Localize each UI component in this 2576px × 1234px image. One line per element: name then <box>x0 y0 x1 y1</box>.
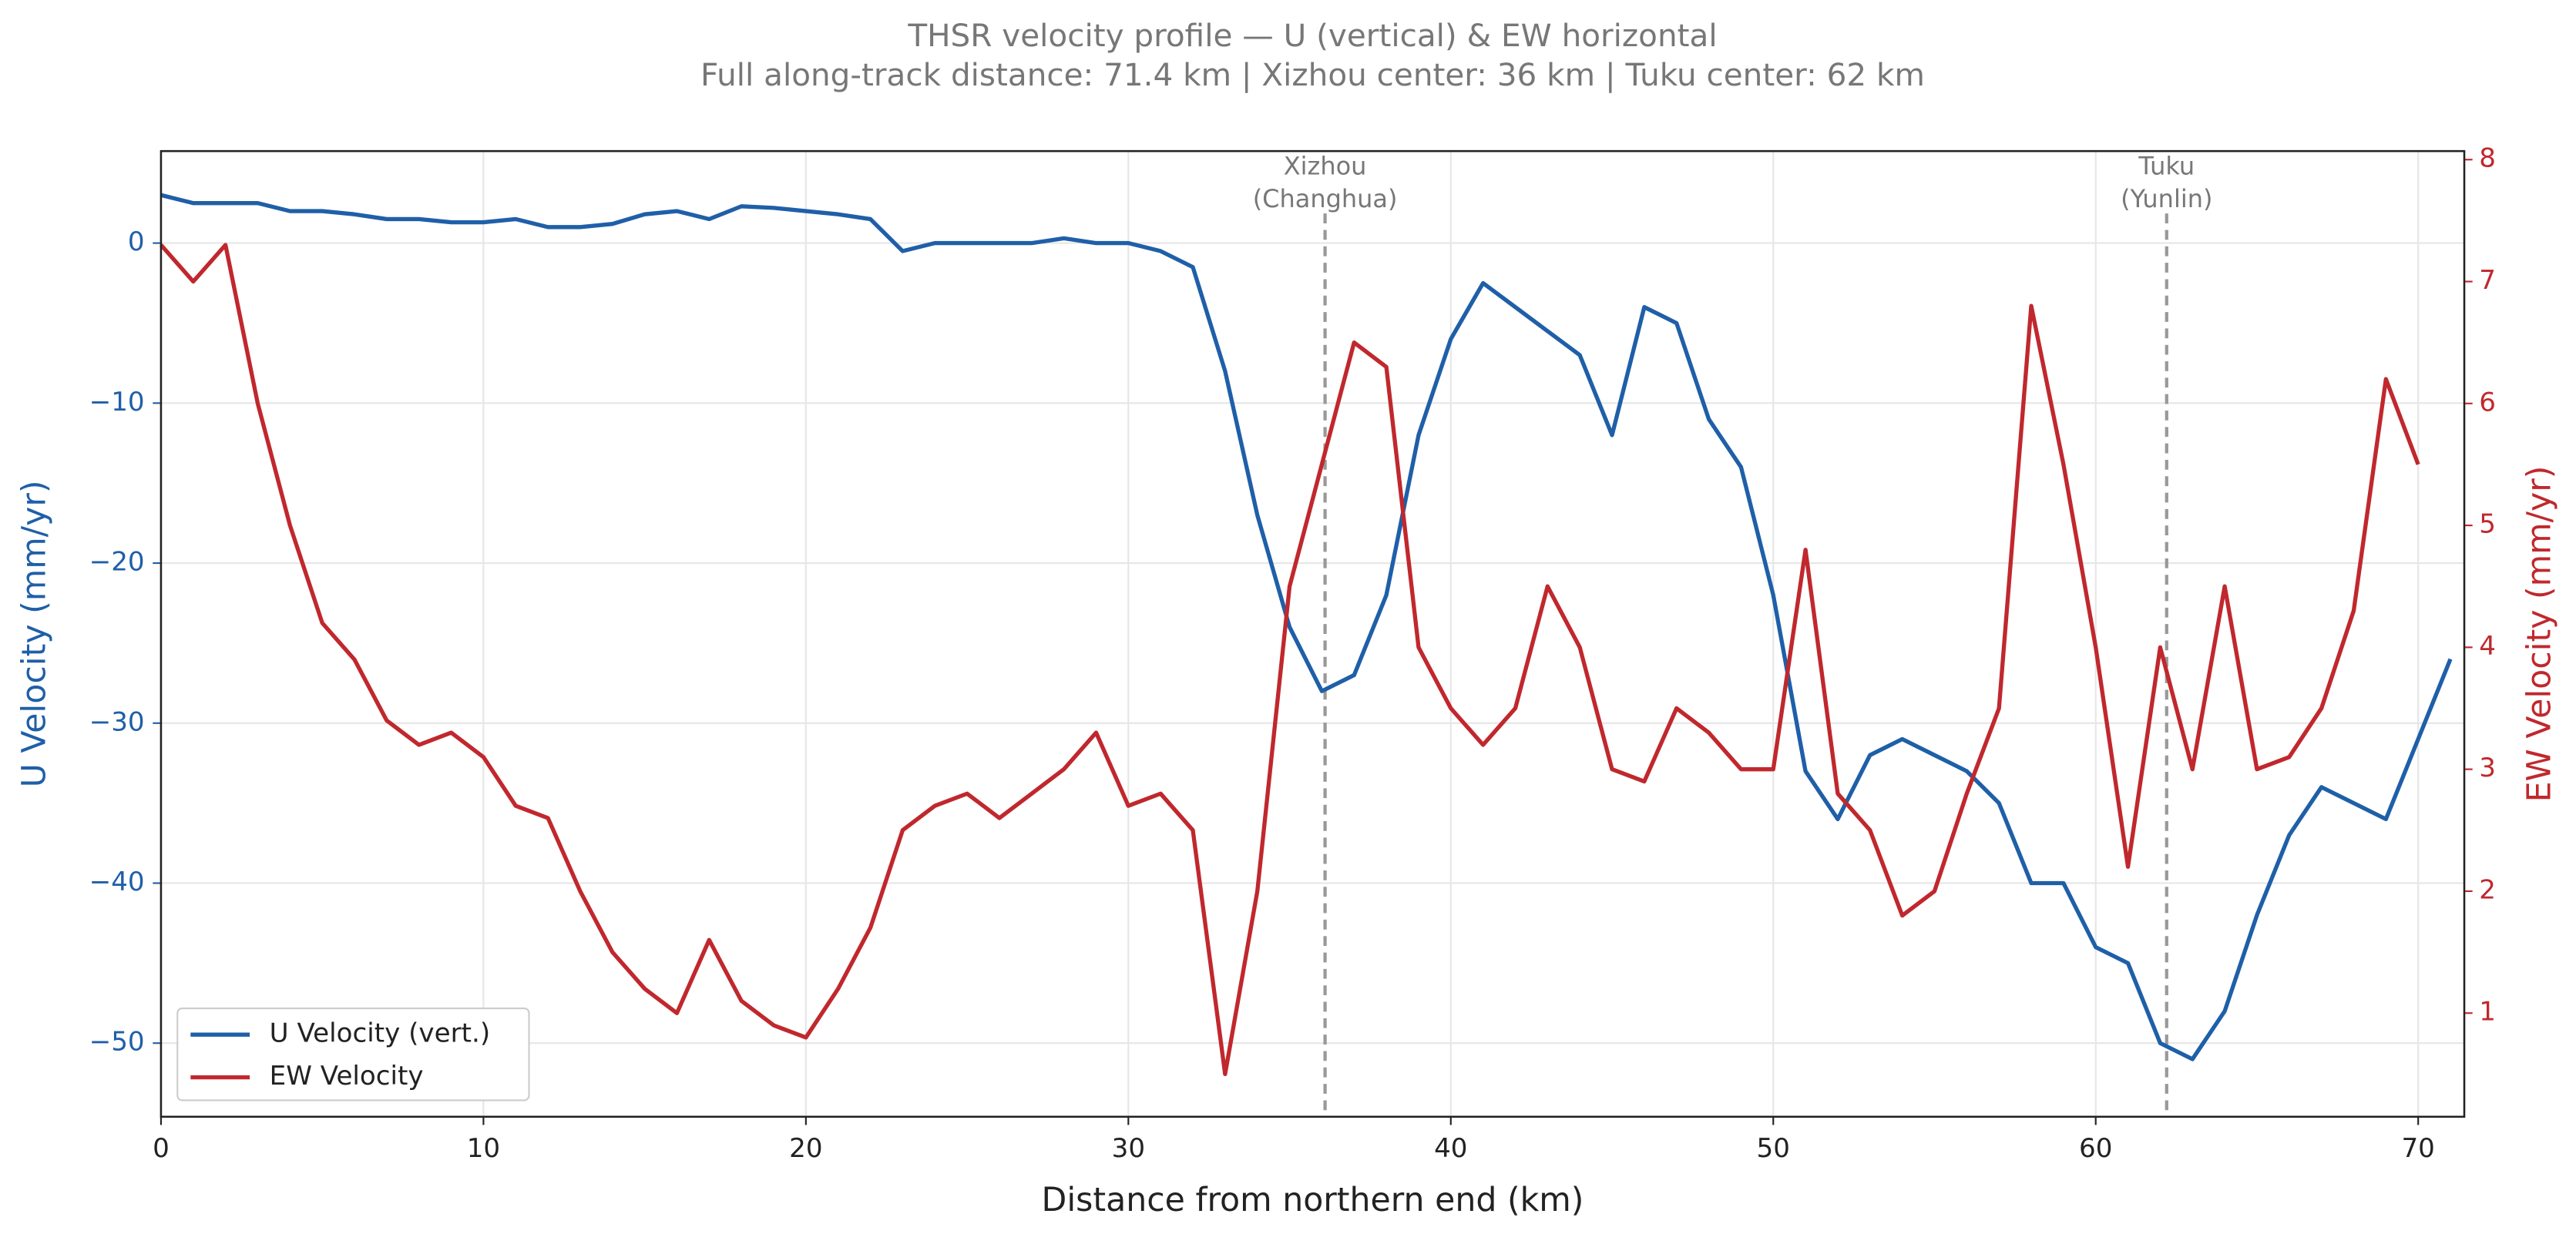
location-label: Xizhou <box>1284 151 1367 180</box>
y-tick-label: −10 <box>89 387 145 417</box>
y2-tick-label: 6 <box>2479 387 2496 417</box>
legend-label: EW Velocity <box>270 1061 424 1091</box>
chart-title: THSR velocity profile — U (vertical) & E… <box>907 17 1717 54</box>
y2-tick-label: 8 <box>2479 143 2496 174</box>
y2-axis-label: EW Velocity (mm/yr) <box>2521 466 2559 803</box>
x-tick-label: 60 <box>2079 1133 2112 1164</box>
location-label: (Yunlin) <box>2121 184 2212 213</box>
x-tick-label: 0 <box>153 1133 170 1164</box>
y2-tick-label: 5 <box>2479 509 2496 540</box>
legend-label: U Velocity (vert.) <box>270 1018 490 1049</box>
y-tick-label: −30 <box>89 706 145 737</box>
location-label: Tuku <box>2138 151 2195 180</box>
location-label: (Changhua) <box>1253 184 1398 213</box>
x-tick-label: 20 <box>789 1133 822 1164</box>
series-line <box>159 243 2420 1077</box>
y2-tick-label: 4 <box>2479 631 2496 662</box>
x-tick-label: 70 <box>2401 1133 2434 1164</box>
y-tick-label: −20 <box>89 547 145 578</box>
y-axis-label: U Velocity (mm/yr) <box>15 480 53 787</box>
y2-tick-label: 1 <box>2479 997 2496 1028</box>
chart-subtitle: Full along-track distance: 71.4 km | Xiz… <box>700 56 1925 93</box>
series-line <box>160 193 2453 1061</box>
x-tick-label: 40 <box>1434 1133 1467 1164</box>
x-tick-label: 50 <box>1757 1133 1790 1164</box>
plot-frame <box>160 149 2466 1118</box>
x-tick-label: 10 <box>467 1133 500 1164</box>
legend-box <box>176 1007 530 1102</box>
y-tick-label: −50 <box>89 1027 145 1058</box>
y2-tick-label: 3 <box>2479 753 2496 783</box>
x-axis-label: Distance from northern end (km) <box>1042 1181 1584 1219</box>
y2-tick-label: 2 <box>2479 874 2496 905</box>
y2-tick-label: 7 <box>2479 265 2496 296</box>
x-tick-label: 30 <box>1112 1133 1145 1164</box>
y-tick-label: 0 <box>128 226 145 257</box>
y-tick-label: −40 <box>89 867 145 897</box>
